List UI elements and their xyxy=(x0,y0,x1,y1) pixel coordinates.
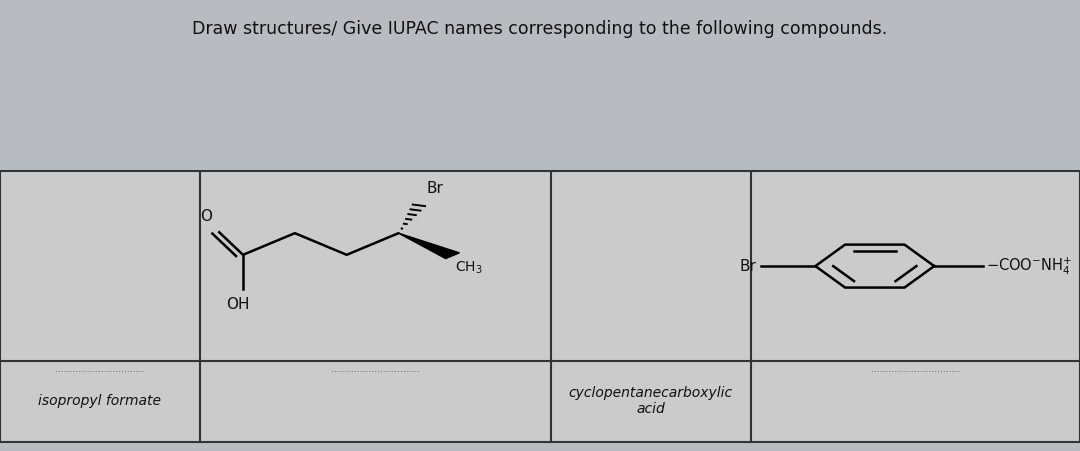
Bar xyxy=(751,171,1080,442)
Bar xyxy=(551,171,751,442)
Bar xyxy=(0,171,1080,442)
Bar xyxy=(0,171,200,442)
Text: ...............................: ............................... xyxy=(870,365,960,374)
Text: ...............................: ............................... xyxy=(55,365,145,374)
Text: OH: OH xyxy=(226,297,249,312)
Text: ...............................: ............................... xyxy=(330,365,420,374)
Text: Draw structures/ Give IUPAC names corresponding to the following compounds.: Draw structures/ Give IUPAC names corres… xyxy=(192,20,888,38)
Polygon shape xyxy=(399,233,459,258)
Text: Br: Br xyxy=(739,258,756,274)
Text: $\mathregular{CH_3}$: $\mathregular{CH_3}$ xyxy=(455,259,483,276)
Text: isopropyl formate: isopropyl formate xyxy=(39,394,161,409)
Text: $\mathregular{-COO^{-}NH_4^{+}}$: $\mathregular{-COO^{-}NH_4^{+}}$ xyxy=(986,255,1072,277)
Text: O: O xyxy=(200,209,213,224)
Text: cyclopentanecarboxylic
acid: cyclopentanecarboxylic acid xyxy=(569,387,732,416)
Text: Br: Br xyxy=(427,181,444,196)
Bar xyxy=(200,171,551,442)
